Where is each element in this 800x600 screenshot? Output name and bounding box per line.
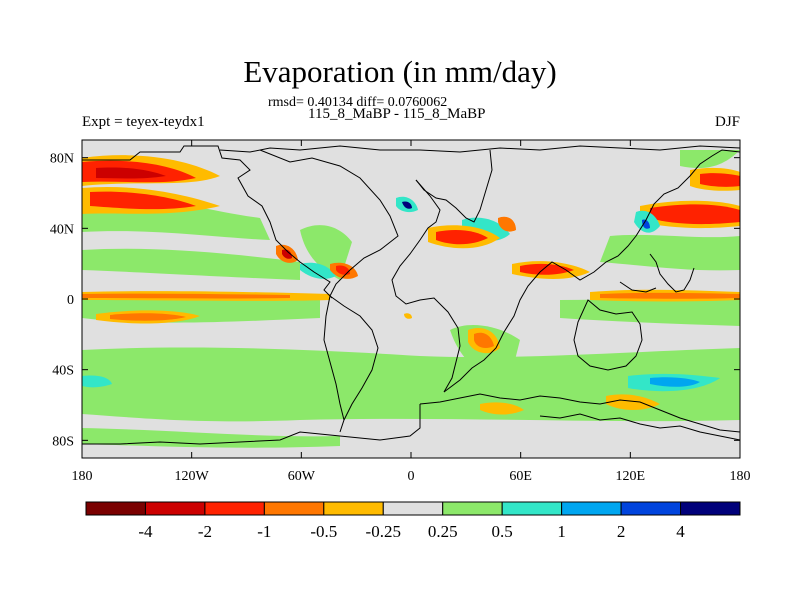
colorbar-label: -4: [138, 522, 153, 541]
colorbar-swatch: [263, 501, 325, 516]
contour-fill: [498, 216, 516, 232]
x-tick-label: 0: [408, 469, 415, 484]
coastline: [443, 149, 741, 393]
contour-fill: [474, 332, 494, 348]
x-tick-label: 180: [730, 469, 751, 484]
contour-fill: [680, 150, 740, 169]
coastline: [329, 295, 379, 433]
colorbar-swatch: [382, 501, 444, 516]
y-tick-label: 40N: [50, 222, 74, 237]
contour-fill: [96, 167, 166, 179]
contour-fill: [336, 265, 350, 275]
contour-fill: [642, 219, 650, 229]
contour-fill: [436, 230, 488, 245]
contour-fill: [402, 201, 412, 209]
stats-line: rmsd= 0.40134 diff= 0.0760062: [268, 95, 448, 110]
colorbar-swatch: [501, 501, 563, 516]
coastline: [619, 281, 657, 293]
colorbar-swatch: [323, 501, 384, 516]
colorbar-label: 0.5: [492, 522, 513, 541]
coastline: [82, 145, 333, 299]
contour-fill: [650, 377, 700, 387]
x-tick-label: 180: [72, 469, 93, 484]
colorbar-label: 1: [557, 522, 566, 541]
contour-fill: [82, 347, 740, 422]
contour-fill: [300, 262, 336, 279]
x-axis: 180 120W 60W 0 60E 120E 180: [72, 140, 751, 484]
contour-fill: [700, 173, 740, 187]
chart-subtitle: 115_8_MaBP - 115_8_MaBP: [308, 106, 486, 122]
colorbar-swatch: [680, 501, 741, 516]
contour-fill: [404, 313, 412, 319]
x-tick-label: 120E: [616, 469, 646, 484]
colorbar-label: 2: [617, 522, 626, 541]
coastline: [82, 404, 421, 445]
chart-title: Evaporation (in mm/day): [243, 54, 557, 89]
contour-fill: [110, 313, 186, 321]
contour-fill: [282, 249, 292, 259]
colorbar-label: -0.5: [310, 522, 337, 541]
contour-fill: [600, 234, 740, 271]
contour-fill: [650, 204, 740, 225]
colorbar-swatch: [442, 501, 503, 516]
season-label: DJF: [714, 114, 740, 130]
x-tick-label: 60W: [288, 469, 316, 484]
contour-fill: [606, 394, 660, 410]
colorbar-swatch: [204, 501, 265, 516]
colorbar-swatch: [561, 501, 622, 516]
coastline-layer: [82, 145, 741, 445]
coastline: [219, 145, 741, 153]
contour-fill: [600, 292, 740, 299]
y-tick-label: 40S: [52, 364, 74, 379]
y-tick-label: 0: [67, 293, 74, 308]
colorbar-swatch: [620, 501, 682, 516]
colorbar-swatch: [85, 501, 146, 516]
coastline: [419, 393, 741, 433]
x-tick-label: 120W: [175, 469, 210, 484]
colorbar-label: 0.25: [428, 522, 458, 541]
colorbar-label: -2: [198, 522, 212, 541]
contour-fill: [82, 293, 290, 299]
experiment-label: Expt = teyex-teydx1: [82, 114, 205, 130]
colorbar-label: -1: [257, 522, 271, 541]
coastline: [415, 149, 493, 223]
coastline: [539, 413, 741, 441]
contour-fill: [560, 298, 740, 326]
y-tick-label: 80S: [52, 434, 74, 449]
colorbar-label: 4: [676, 522, 685, 541]
y-tick-label: 80N: [50, 152, 74, 167]
contour-fill: [90, 191, 196, 210]
colorbar-swatch: [144, 501, 206, 516]
x-tick-label: 60E: [509, 469, 532, 484]
y-axis: 80N 40N 0 40S 80S: [50, 152, 740, 449]
contour-fill: [82, 248, 300, 280]
coastline: [259, 149, 399, 297]
coastline: [323, 295, 345, 421]
contour-fill-layer: [82, 150, 740, 448]
coastline: [573, 299, 643, 371]
contour-fill: [82, 375, 112, 388]
colorbar-label: -0.25: [366, 522, 401, 541]
coastline: [649, 253, 695, 293]
colorbar: -4 -2 -1 -0.5 -0.25 0.25 0.5 1 2 4: [85, 501, 741, 541]
coastline: [391, 179, 461, 393]
contour-fill: [480, 402, 524, 415]
